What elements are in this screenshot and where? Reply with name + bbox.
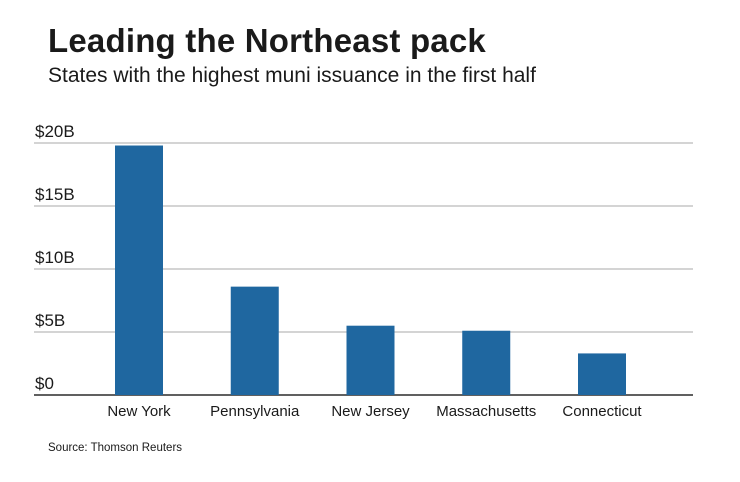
bar	[578, 353, 626, 395]
y-tick-label: $15B	[35, 185, 75, 204]
x-tick-label: Massachusetts	[436, 403, 536, 420]
x-tick-label: New York	[107, 403, 171, 420]
x-tick-label: Connecticut	[562, 403, 642, 420]
bar	[230, 286, 279, 395]
y-axis-ticks: $0 $5B $10B $15B $20B	[35, 122, 75, 393]
y-tick-label: $0	[35, 374, 54, 393]
bar	[462, 330, 511, 395]
x-tick-label: New Jersey	[331, 403, 410, 420]
bars	[115, 145, 626, 395]
bar	[115, 145, 163, 395]
chart-subtitle: States with the highest muni issuance in…	[48, 64, 536, 87]
x-tick-label: Pennsylvania	[210, 403, 300, 420]
x-axis-ticks: New York Pennsylvania New Jersey Massachuse…	[107, 403, 642, 420]
y-tick-label: $5B	[35, 311, 65, 330]
y-tick-label: $10B	[35, 248, 75, 267]
bar	[346, 325, 395, 395]
chart-title: Leading the Northeast pack	[48, 22, 486, 59]
source-note: Source: Thomson Reuters	[48, 442, 183, 454]
y-tick-label: $20B	[35, 122, 75, 141]
